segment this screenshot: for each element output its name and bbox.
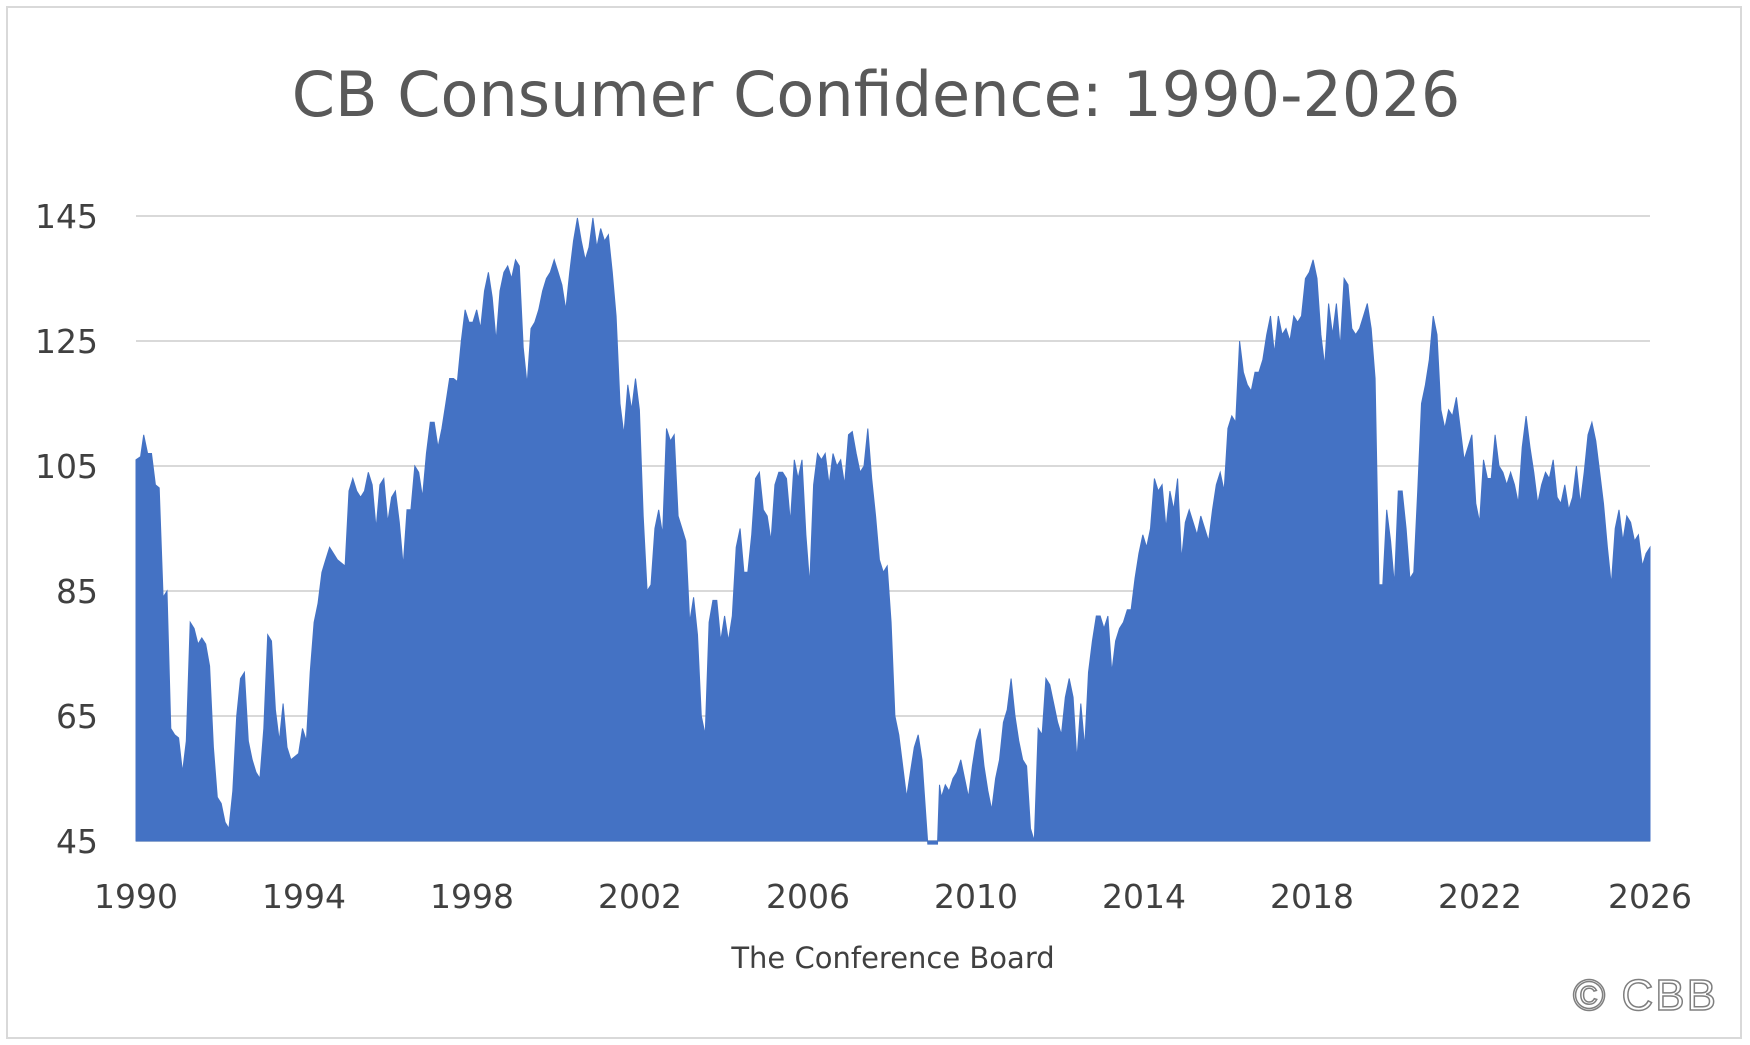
x-tick-label: 1998 <box>430 877 514 916</box>
x-tick-label: 2022 <box>1438 877 1522 916</box>
y-tick-label: 105 <box>35 447 98 486</box>
series-area-layer <box>135 217 1651 845</box>
chart-frame: CB Consumer Confidence: 1990-2026 45 65 85… <box>6 6 1742 1039</box>
y-tick-label: 145 <box>35 197 98 236</box>
x-tick-label: 2006 <box>766 877 850 916</box>
series-area-0 <box>135 217 1651 845</box>
x-tick-label: 2026 <box>1608 877 1692 916</box>
y-tick-label: 85 <box>56 572 98 611</box>
x-tick-label: 1994 <box>262 877 346 916</box>
chart-title: CB Consumer Confidence: 1990-2026 <box>292 58 1461 131</box>
x-axis: 1990 1994 1998 2002 2006 2010 2014 2018 2022 2026 <box>94 877 1692 916</box>
y-tick-label: 125 <box>35 322 98 361</box>
x-tick-label: 2002 <box>598 877 682 916</box>
x-tick-label: 2014 <box>1102 877 1186 916</box>
x-tick-label: 1990 <box>94 877 178 916</box>
copyright-watermark: © CBB <box>1572 970 1718 1021</box>
y-tick-label: 65 <box>56 697 98 736</box>
y-tick-label: 45 <box>56 822 98 861</box>
y-axis: 45 65 85 105 125 145 <box>35 197 98 861</box>
x-tick-label: 2018 <box>1270 877 1354 916</box>
x-axis-label: The Conference Board <box>730 941 1054 975</box>
x-tick-label: 2010 <box>934 877 1018 916</box>
chart-area: CB Consumer Confidence: 1990-2026 45 65 85… <box>35 58 1692 975</box>
